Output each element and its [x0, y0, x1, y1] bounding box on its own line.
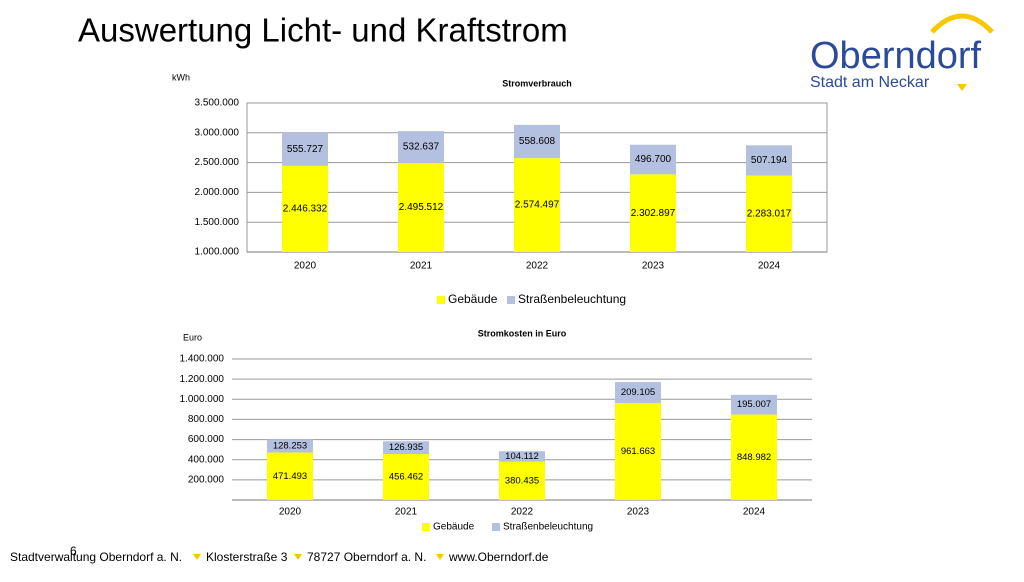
bar-segment — [615, 382, 661, 404]
data-label: 471.493 — [273, 471, 307, 482]
bar-segment — [398, 131, 444, 163]
bar-segment — [746, 175, 792, 252]
data-label: 209.105 — [621, 387, 655, 398]
footer-1: Stadtverwaltung Oberndorf a. N. — [10, 550, 182, 564]
y-tick-label: 600.000 — [188, 434, 225, 445]
y-axis-label: Euro — [183, 332, 202, 342]
bar-segment — [499, 451, 545, 462]
bar-segment — [731, 394, 777, 415]
data-label: 2.446.332 — [283, 204, 328, 215]
data-label: 555.727 — [287, 144, 324, 155]
x-tick-label: 2021 — [410, 261, 433, 272]
footer-4: www.Oberndorf.de — [448, 550, 549, 564]
y-tick-label: 200.000 — [188, 474, 225, 485]
sep — [436, 554, 444, 560]
data-label: 848.982 — [737, 452, 771, 463]
data-label: 126.935 — [389, 442, 423, 453]
y-tick-label: 1.000.000 — [195, 247, 240, 258]
legend-swatch — [507, 296, 515, 304]
x-tick-label: 2024 — [758, 261, 781, 272]
sep — [294, 554, 302, 560]
bar-segment — [267, 439, 313, 453]
bar-segment — [630, 174, 676, 252]
y-tick-label: 1.400.000 — [180, 354, 225, 365]
x-tick-label: 2020 — [294, 261, 317, 272]
bar-segment — [383, 454, 429, 500]
chart-title: Stromverbrauch — [502, 78, 572, 88]
data-label: 104.112 — [505, 451, 539, 462]
legend-swatch — [492, 523, 500, 531]
y-tick-label: 2.500.000 — [195, 157, 240, 168]
y-tick-label: 400.000 — [188, 454, 225, 465]
data-label: 2.302.897 — [631, 208, 676, 219]
bar-segment — [499, 461, 545, 500]
x-tick-label: 2022 — [526, 261, 549, 272]
logo-tagline: Stadt am Neckar — [810, 74, 930, 91]
bar-segment — [282, 165, 328, 252]
data-label: 496.700 — [635, 154, 672, 165]
bar-segment — [615, 403, 661, 500]
y-tick-label: 3.000.000 — [195, 127, 240, 138]
data-label: 532.637 — [403, 142, 440, 153]
bar-segment — [398, 162, 444, 252]
bar-segment — [514, 124, 560, 159]
x-tick-label: 2024 — [743, 507, 766, 518]
page-number: 6 — [70, 544, 77, 558]
bar-segment — [746, 145, 792, 176]
logo-name: Oberndorf — [810, 35, 982, 77]
x-tick-label: 2023 — [627, 507, 650, 518]
legend-label: Straßenbeleuchtung — [518, 292, 626, 306]
legend-swatch — [422, 523, 430, 531]
data-label: 2.574.497 — [515, 200, 560, 211]
y-tick-label: 800.000 — [188, 414, 225, 425]
x-tick-label: 2023 — [642, 261, 665, 272]
data-label: 2.283.017 — [747, 208, 792, 219]
bar-segment — [267, 452, 313, 500]
x-tick-label: 2020 — [279, 507, 302, 518]
data-label: 2.495.512 — [399, 202, 444, 213]
y-tick-label: 1.200.000 — [180, 374, 225, 385]
x-tick-label: 2021 — [395, 507, 418, 518]
legend-label: Straßenbeleuchtung — [503, 522, 593, 533]
data-label: 128.253 — [273, 441, 307, 452]
bar-segment — [731, 414, 777, 500]
y-tick-label: 3.500.000 — [195, 98, 240, 109]
bar-segment — [282, 132, 328, 166]
y-tick-label: 1.500.000 — [195, 217, 240, 228]
data-label: 195.007 — [737, 399, 771, 410]
sep — [193, 554, 201, 560]
data-label: 456.462 — [389, 472, 423, 483]
bar-segment — [514, 158, 560, 252]
y-axis-label: kWh — [172, 72, 190, 82]
logo-arc — [930, 13, 994, 34]
legend-swatch — [437, 296, 445, 304]
x-tick-label: 2022 — [511, 507, 534, 518]
footer-3: 78727 Oberndorf a. N. — [307, 550, 426, 564]
footer-2: Klosterstraße 3 — [206, 550, 288, 564]
y-tick-label: 2.000.000 — [195, 187, 240, 198]
chart-title: Stromkosten in Euro — [478, 328, 567, 338]
y-tick-label: 1.000.000 — [180, 394, 225, 405]
bar-segment — [383, 441, 429, 455]
legend-label: Gebäude — [448, 292, 498, 306]
legend-label: Gebäude — [433, 522, 475, 533]
slide-title: Auswertung Licht- und Kraftstrom — [78, 12, 568, 49]
data-label: 961.663 — [621, 446, 655, 457]
data-label: 380.435 — [505, 475, 539, 486]
data-label: 558.608 — [519, 136, 556, 147]
logo-triangle — [957, 84, 967, 91]
bar-segment — [630, 144, 676, 175]
data-label: 507.194 — [751, 155, 788, 166]
